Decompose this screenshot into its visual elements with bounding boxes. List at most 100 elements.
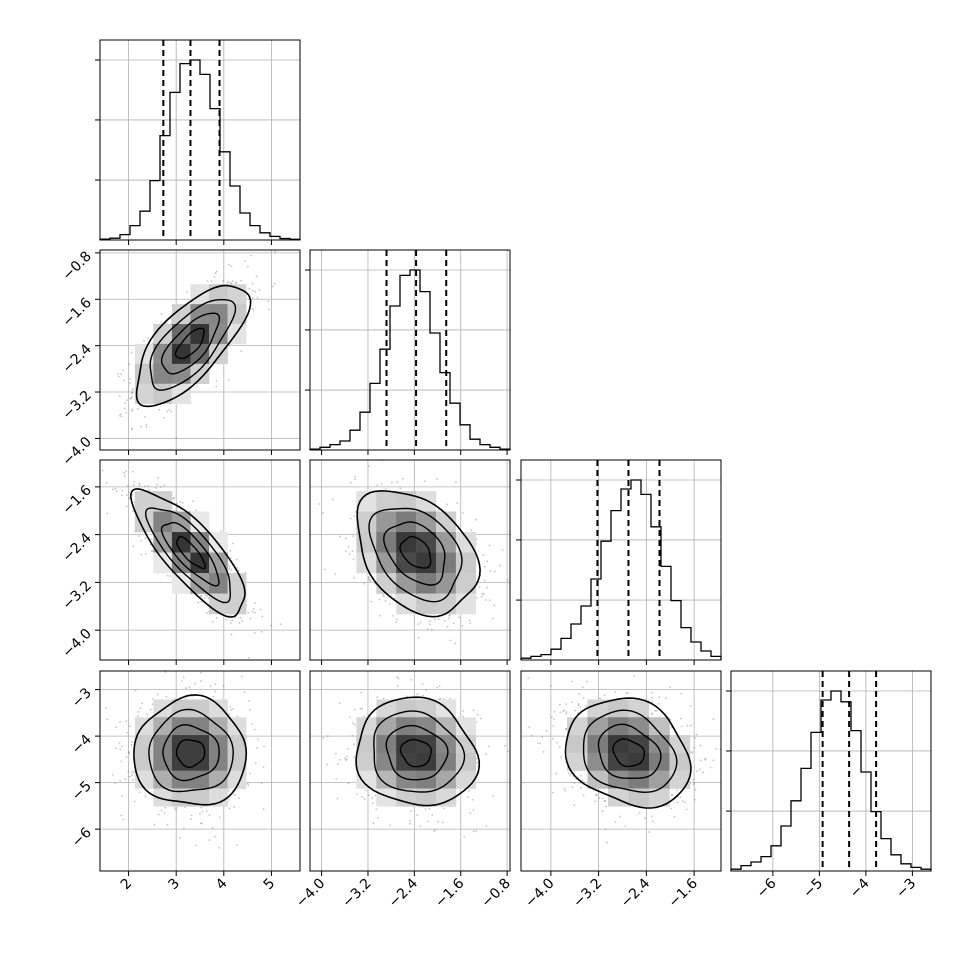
- density-cell: [435, 752, 457, 771]
- scatter-point: [236, 566, 239, 569]
- scatter-point: [228, 263, 230, 266]
- scatter-point: [377, 816, 379, 819]
- scatter-point: [259, 608, 262, 611]
- scatter-point: [154, 487, 157, 489]
- scatter-point: [431, 814, 434, 817]
- scatter-point: [354, 708, 356, 711]
- scatter-point: [421, 682, 424, 685]
- scatter-point: [478, 586, 481, 589]
- scatter-content: [105, 671, 265, 849]
- scatter-point: [125, 411, 128, 414]
- scatter-point: [461, 624, 464, 627]
- scatter-point: [139, 707, 142, 710]
- scatter-point: [475, 757, 478, 760]
- density-cell: [190, 343, 210, 365]
- scatter-point: [368, 794, 370, 797]
- scatter-point: [140, 553, 143, 556]
- scatter-point: [614, 821, 617, 823]
- scatter-point: [349, 716, 351, 719]
- scatter-point: [399, 487, 402, 490]
- density-cell: [435, 532, 457, 553]
- scatter-point: [380, 482, 383, 485]
- scatter-point: [345, 758, 348, 761]
- scatter-point: [247, 611, 250, 614]
- scatter-point: [356, 793, 358, 795]
- scatter-point: [179, 501, 181, 504]
- density-cell: [376, 532, 397, 553]
- scatter-point: [347, 782, 350, 785]
- scatter-point: [200, 595, 203, 597]
- density-cell: [376, 511, 397, 533]
- scatter-point: [436, 686, 438, 689]
- scatter-point: [580, 774, 583, 777]
- scatter-point: [240, 279, 242, 282]
- scatter-point: [368, 465, 370, 467]
- scatter-point: [227, 378, 230, 381]
- scatter-point: [199, 812, 201, 815]
- scatter-point: [498, 564, 501, 567]
- scatter-point: [122, 369, 124, 372]
- scatter-point: [374, 794, 377, 797]
- scatter-point: [199, 680, 202, 683]
- scatter-point: [229, 549, 232, 552]
- scatter-point: [261, 615, 264, 618]
- scatter-point: [160, 313, 163, 315]
- scatter-point: [653, 710, 656, 712]
- scatter-point: [658, 696, 661, 699]
- scatter-point: [212, 695, 215, 698]
- scatter-point: [176, 502, 178, 505]
- scatter-point: [476, 761, 478, 764]
- scatter-point: [160, 809, 163, 812]
- scatter-point: [143, 485, 146, 488]
- scatter-point: [124, 778, 127, 780]
- contour-line: [160, 312, 221, 375]
- scatter-point: [338, 702, 341, 704]
- scatter-point: [204, 597, 206, 599]
- scatter-point: [209, 685, 212, 688]
- scatter-point: [449, 639, 452, 642]
- density-cell: [435, 552, 457, 574]
- scatter-point: [579, 706, 582, 709]
- scatter-point: [165, 695, 168, 698]
- scatter-point: [128, 725, 131, 728]
- scatter-point: [215, 617, 218, 619]
- scatter-point: [474, 518, 477, 521]
- scatter-point: [375, 808, 378, 811]
- density-cell: [396, 593, 417, 615]
- scatter-point: [336, 798, 339, 800]
- scatter-point: [322, 511, 325, 514]
- scatter-content: [117, 250, 276, 439]
- scatter-point: [181, 501, 184, 504]
- scatter-point: [163, 416, 166, 419]
- scatter-point: [256, 746, 259, 749]
- scatter-point: [170, 410, 172, 413]
- scatter-point: [651, 712, 654, 715]
- density-cell: [416, 770, 437, 789]
- scatter-point: [138, 791, 141, 794]
- scatter-point: [144, 795, 147, 798]
- scatter-point: [148, 489, 151, 492]
- scatter-point: [121, 494, 123, 497]
- scatter-point: [349, 517, 352, 520]
- density-cell: [134, 491, 154, 512]
- scatter-point: [230, 568, 233, 571]
- scatter-point: [443, 619, 446, 622]
- scatter-point: [141, 702, 144, 705]
- scatter-point: [695, 733, 698, 736]
- scatter-point: [254, 611, 256, 614]
- scatter-point: [184, 697, 187, 700]
- density-cell: [396, 735, 417, 754]
- scatter-point: [204, 594, 207, 596]
- scatter-point: [134, 689, 137, 692]
- hist-panel-bg-3: [731, 671, 931, 871]
- scatter-point: [119, 748, 122, 751]
- scatter-point: [211, 826, 214, 829]
- scatter-point: [156, 483, 159, 486]
- scatter-point: [129, 382, 131, 384]
- scatter-point: [123, 379, 125, 382]
- scatter-point: [253, 728, 256, 731]
- scatter-point: [578, 693, 580, 695]
- scatter-point: [462, 512, 464, 514]
- scatter-point: [121, 794, 124, 797]
- hist-step-line-1: [309, 269, 511, 450]
